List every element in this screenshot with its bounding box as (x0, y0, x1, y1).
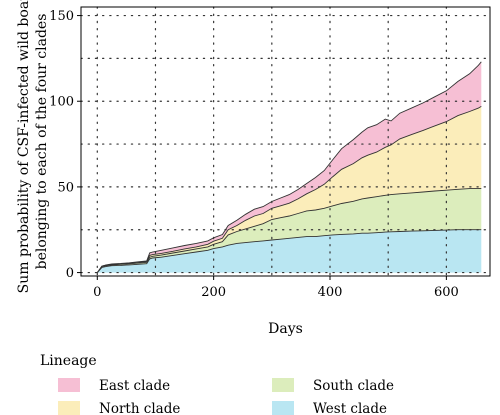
line-west-clade (96, 229, 482, 273)
axis-tick-labels: 0 200 400 600 0 50 100 150 (49, 9, 459, 300)
line-south-clade (96, 188, 482, 273)
legend: East clade South clade North clade West cla… (58, 378, 394, 415)
area-west-clade (97, 229, 482, 273)
y-tick-label: 100 (49, 95, 74, 110)
x-tick-label: 400 (318, 285, 343, 300)
x-tick-label: 0 (93, 285, 101, 300)
y-tick-label: 150 (49, 9, 74, 24)
axis-ticks (77, 15, 447, 280)
legend-swatch-south-clade (272, 378, 294, 392)
legend-label-west-clade: West clade (313, 401, 387, 415)
line-north-clade (96, 106, 482, 273)
legend-label-east-clade: East clade (99, 378, 170, 394)
legend-title: Lineage (40, 353, 97, 369)
y-tick-label: 50 (57, 180, 74, 195)
legend-label-south-clade: South clade (313, 378, 394, 394)
series-lines-group (96, 61, 482, 273)
legend-label-north-clade: North clade (99, 401, 180, 415)
line-east-clade (96, 61, 482, 273)
area-north-clade (97, 106, 482, 273)
grid-lines (80, 6, 491, 277)
area-series-group (97, 61, 482, 273)
legend-swatch-east-clade (58, 378, 80, 392)
legend-swatch-north-clade (58, 401, 80, 415)
x-tick-label: 200 (201, 285, 226, 300)
legend-swatch-west-clade (272, 401, 294, 415)
y-axis-title-line-1: Sum probability of CSF-infected wild boa… (16, 0, 32, 293)
area-south-clade (97, 188, 482, 273)
y-tick-label: 0 (66, 266, 74, 281)
plot-frame (80, 6, 491, 277)
y-axis-title-line-2: belonging to each of the four clades (34, 14, 50, 270)
x-axis-title: Days (268, 321, 303, 337)
x-tick-label: 600 (434, 285, 459, 300)
y-axis-title: Sum probability of CSF-infected wild boa… (16, 0, 50, 293)
